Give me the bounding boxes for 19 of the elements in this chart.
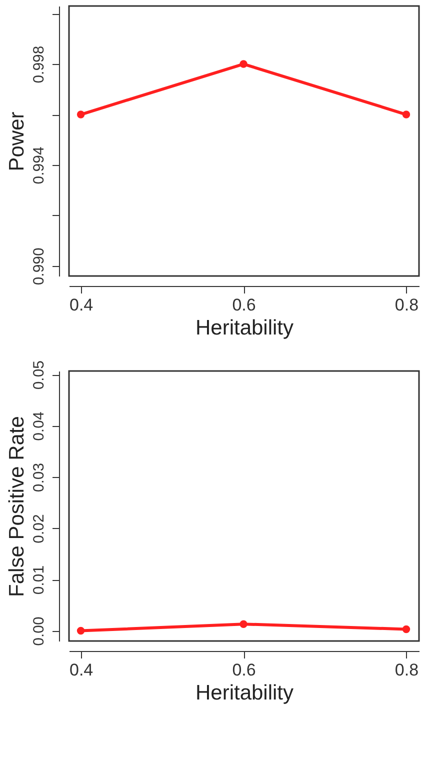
- y-tick-label: 0.00: [30, 616, 48, 646]
- y-axis-title: False Positive Rate: [6, 416, 28, 597]
- y-tick-label: 0.03: [30, 462, 48, 492]
- x-axis-title: Heritability: [195, 682, 294, 704]
- y-tick-label: 0.994: [30, 146, 48, 184]
- y-tick-label: 0.04: [30, 412, 48, 441]
- y-tick-label: 0.998: [30, 46, 48, 84]
- y-tick-label: 0.05: [30, 360, 48, 390]
- x-tick-label: 0.6: [232, 296, 256, 314]
- y-tick-label: 0.01: [30, 565, 48, 595]
- x-tick-label: 0.4: [69, 296, 94, 314]
- x-tick-label: 0.6: [232, 660, 256, 680]
- x-tick-label: 0.8: [394, 296, 419, 314]
- y-tick-label: 0.990: [30, 248, 48, 286]
- x-axis-title: Heritability: [195, 316, 294, 340]
- x-tick-label: 0.8: [394, 660, 419, 680]
- y-axis-title: Power: [6, 112, 28, 172]
- y-tick-label: 0.02: [30, 514, 48, 544]
- x-tick-label: 0.4: [69, 660, 94, 680]
